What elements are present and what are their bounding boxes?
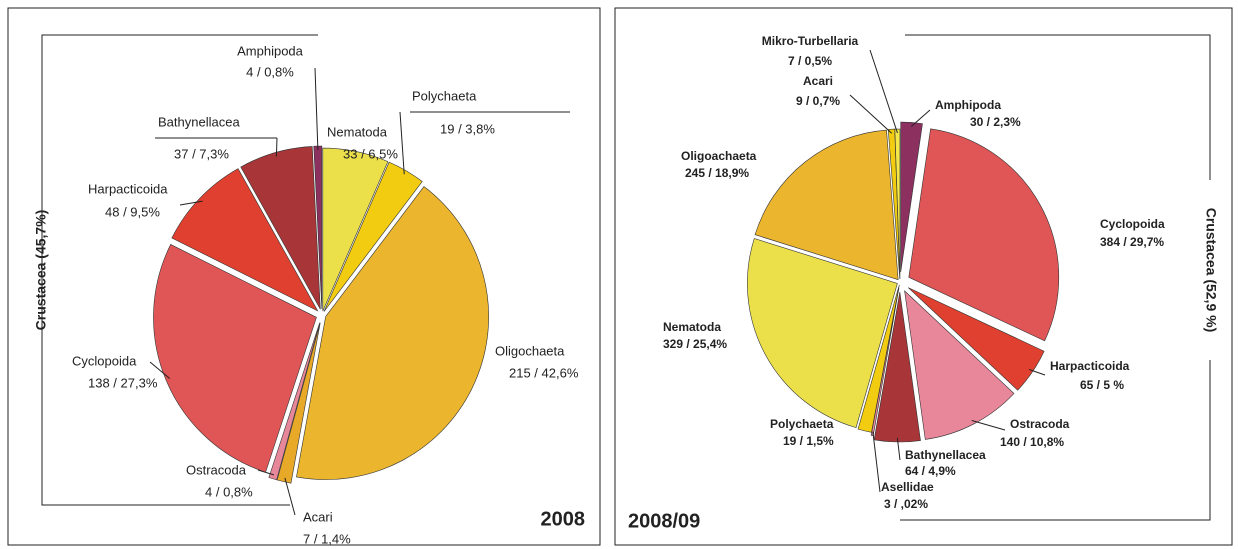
value-label: 19 / 3,8% <box>440 121 495 136</box>
slice-label: Amphipoda <box>935 98 1001 112</box>
pie-slice <box>857 284 900 433</box>
pie-slice <box>894 128 901 280</box>
slice-label: Bathynellacea <box>158 114 240 129</box>
chart-title: 2008 <box>541 508 586 530</box>
panel-frame <box>614 7 1233 546</box>
value-label: 48 / 9,5% <box>105 204 160 219</box>
pie-slice <box>754 129 899 281</box>
bracket <box>900 360 1211 521</box>
pie-slice <box>323 161 423 312</box>
pie-slice <box>900 121 923 273</box>
slice-label: Polychaeta <box>770 417 834 431</box>
leader-line <box>1028 369 1046 376</box>
value-label: 37 / 7,3% <box>174 146 229 161</box>
leader-line <box>911 109 931 127</box>
slice-label: Nematoda <box>663 320 721 334</box>
pie-slice <box>268 322 320 481</box>
slice-label: Acari <box>803 74 833 88</box>
pie-slice <box>908 287 1045 391</box>
slice-label: Polychaeta <box>412 88 477 103</box>
annotation: Crustacea (45,7%) <box>33 210 49 331</box>
value-label: 4 / 0,8% <box>246 64 294 79</box>
value-label: 138 / 27,3% <box>88 375 158 390</box>
value-label: 7 / 0,5% <box>788 54 832 68</box>
value-label: 245 / 18,9% <box>685 166 749 180</box>
value-label: 3 / ,02% <box>884 497 928 511</box>
leader-line <box>399 111 405 175</box>
pie-slice <box>276 322 321 484</box>
pie-slice <box>171 168 319 312</box>
label-bg <box>1202 185 1218 355</box>
leader-line <box>179 200 203 206</box>
slice-label: Bathynellacea <box>905 448 986 462</box>
leader-line <box>971 420 1006 431</box>
pie-slice <box>747 238 898 428</box>
slice-label: Asellidae <box>881 480 934 494</box>
pie-slice <box>908 128 1060 342</box>
leader-line <box>896 437 901 461</box>
slice-label: Ostracoda <box>186 462 247 477</box>
leader-line <box>314 67 319 151</box>
pie-slice <box>296 186 489 480</box>
slice-label: Harpacticoida <box>1050 359 1130 373</box>
leader-line <box>869 49 898 134</box>
slice-label: Oligoachaeta <box>681 149 757 163</box>
value-label: 384 / 29,7% <box>1100 235 1164 249</box>
leader-line <box>849 94 893 134</box>
pie-slice <box>240 146 321 310</box>
slice-label: Acari <box>303 509 333 524</box>
value-label: 140 / 10,8% <box>1000 435 1064 449</box>
slice-label: Harpacticoida <box>88 181 168 196</box>
slice-label: Amphipoda <box>237 43 304 58</box>
bracket <box>41 34 318 506</box>
value-label: 19 / 1,5% <box>783 434 834 448</box>
slice-label: Cyclopoida <box>1100 217 1165 231</box>
value-label: 7 / 1,4% <box>303 531 351 546</box>
bracket <box>905 34 1211 180</box>
leader-line <box>257 469 275 476</box>
chart-title: 2008/09 <box>628 510 700 532</box>
value-label: 9 / 0,7% <box>796 94 840 108</box>
value-label: 329 / 25,4% <box>663 337 727 351</box>
value-label: 4 / 0,8% <box>205 484 253 499</box>
slice-label: Nematoda <box>327 124 388 139</box>
pie-slice <box>322 147 389 312</box>
pie-slice <box>153 244 317 473</box>
leader-line <box>275 137 278 157</box>
leader-line <box>149 361 171 379</box>
slice-label: Mikro-Turbellaria <box>762 34 859 48</box>
pie-slice <box>904 290 1015 440</box>
value-label: 64 / 4,9% <box>905 464 956 478</box>
slice-label: Cyclopoida <box>72 353 137 368</box>
annotation: Crustacea (52,9 %) <box>1203 208 1219 333</box>
slice-label: Ostracoda <box>1010 417 1070 431</box>
panel-frame <box>7 7 601 546</box>
value-label: 33 / 6,5% <box>343 146 398 161</box>
leader-line <box>284 477 296 516</box>
value-label: 65 / 5 % <box>1080 378 1124 392</box>
value-label: 215 / 42,6% <box>509 365 579 380</box>
leader-line <box>872 431 881 493</box>
slice-label: Oligochaeta <box>495 343 565 358</box>
value-label: 30 / 2,3% <box>970 115 1021 129</box>
